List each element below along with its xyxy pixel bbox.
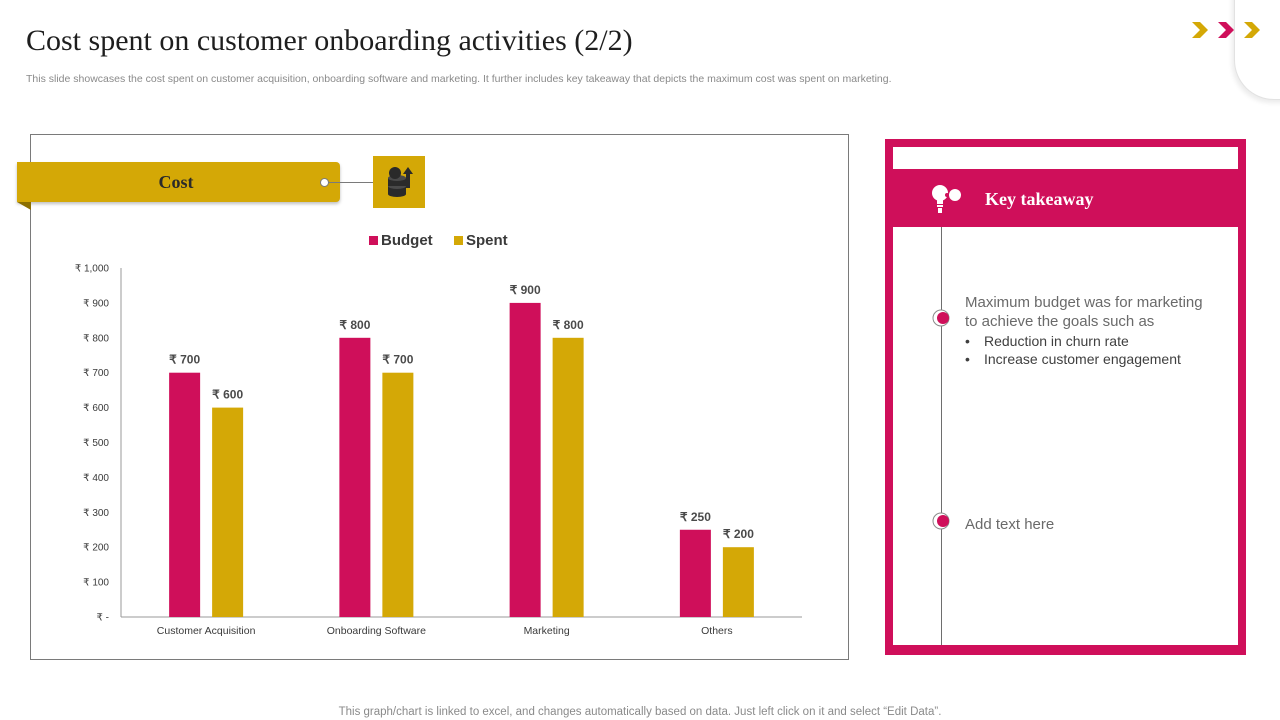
takeaway-title: Key takeaway [985, 189, 1094, 209]
data-label: ₹ 900 [510, 283, 541, 297]
y-tick-label: ₹ 100 [83, 578, 109, 589]
lightbulb-icon [932, 185, 961, 213]
legend-swatch-spent [454, 236, 463, 245]
data-label: ₹ 200 [723, 527, 754, 541]
y-tick-label: ₹ 700 [83, 368, 109, 379]
timeline-dot-1 [932, 309, 950, 327]
data-label: ₹ 800 [339, 318, 370, 332]
chart-frame [30, 134, 849, 660]
takeaway-bullet-list: Reduction in churn rate Increase custome… [965, 332, 1205, 368]
takeaway-bullet-2: Increase customer engagement [965, 350, 1205, 368]
takeaway-bullet-1: Reduction in churn rate [965, 332, 1205, 350]
page-subtitle: This slide showcases the cost spent on c… [26, 73, 892, 85]
bar-spent-1 [212, 407, 244, 617]
timeline-dot-2 [932, 512, 950, 530]
chevrons-icon [1192, 22, 1260, 38]
bar-spent-2 [382, 372, 414, 617]
y-tick-label: ₹ 1,000 [75, 264, 110, 275]
x-tick-label: Marketing [524, 625, 570, 637]
data-label: ₹ 250 [680, 510, 711, 524]
bar-budget-2 [339, 337, 371, 617]
timeline-line [941, 227, 942, 645]
y-tick-label: ₹ 500 [83, 438, 109, 449]
y-tick-label: ₹ - [97, 613, 109, 624]
takeaway-body [893, 227, 1238, 645]
cost-connector [325, 182, 373, 183]
legend-label-spent: Spent [466, 232, 508, 249]
takeaway-point-2: Add text here [965, 516, 1055, 533]
data-label: ₹ 600 [212, 388, 243, 402]
takeaway-point-1-text: Maximum budget was for marketing to achi… [965, 294, 1203, 330]
cost-connector-dot [320, 178, 329, 187]
bar-spent-3 [552, 337, 584, 617]
page-title: Cost spent on customer onboarding activi… [26, 24, 633, 57]
cost-label: Cost [158, 172, 194, 192]
footnote: This graph/chart is linked to excel, and… [338, 706, 942, 718]
legend-swatch-budget [369, 236, 378, 245]
takeaway-point-1: Maximum budget was for marketing to achi… [965, 293, 1205, 368]
bar-spent-4 [722, 547, 754, 617]
bar-budget-3 [509, 302, 541, 617]
data-label: ₹ 700 [169, 353, 200, 367]
x-tick-label: Customer Acquisition [157, 625, 256, 637]
data-label: ₹ 800 [553, 318, 584, 332]
cost-ribbon: Cost [17, 162, 340, 202]
y-tick-label: ₹ 300 [83, 508, 109, 519]
x-tick-label: Others [701, 625, 733, 637]
cost-icon-box [373, 156, 425, 208]
y-tick-label: ₹ 900 [83, 298, 109, 309]
y-tick-label: ₹ 600 [83, 403, 109, 414]
y-tick-label: ₹ 800 [83, 333, 109, 344]
y-tick-label: ₹ 200 [83, 543, 109, 554]
x-tick-label: Onboarding Software [327, 625, 426, 637]
takeaway-top-strip [893, 147, 1238, 169]
data-label: ₹ 700 [382, 353, 413, 367]
cost-ribbon-fold [17, 202, 31, 210]
corner-tab [1234, 0, 1280, 100]
bar-budget-1 [169, 372, 201, 617]
y-tick-label: ₹ 400 [83, 473, 109, 484]
bar-budget-4 [679, 529, 711, 617]
legend-label-budget: Budget [381, 232, 433, 249]
money-growth-icon [388, 167, 413, 197]
